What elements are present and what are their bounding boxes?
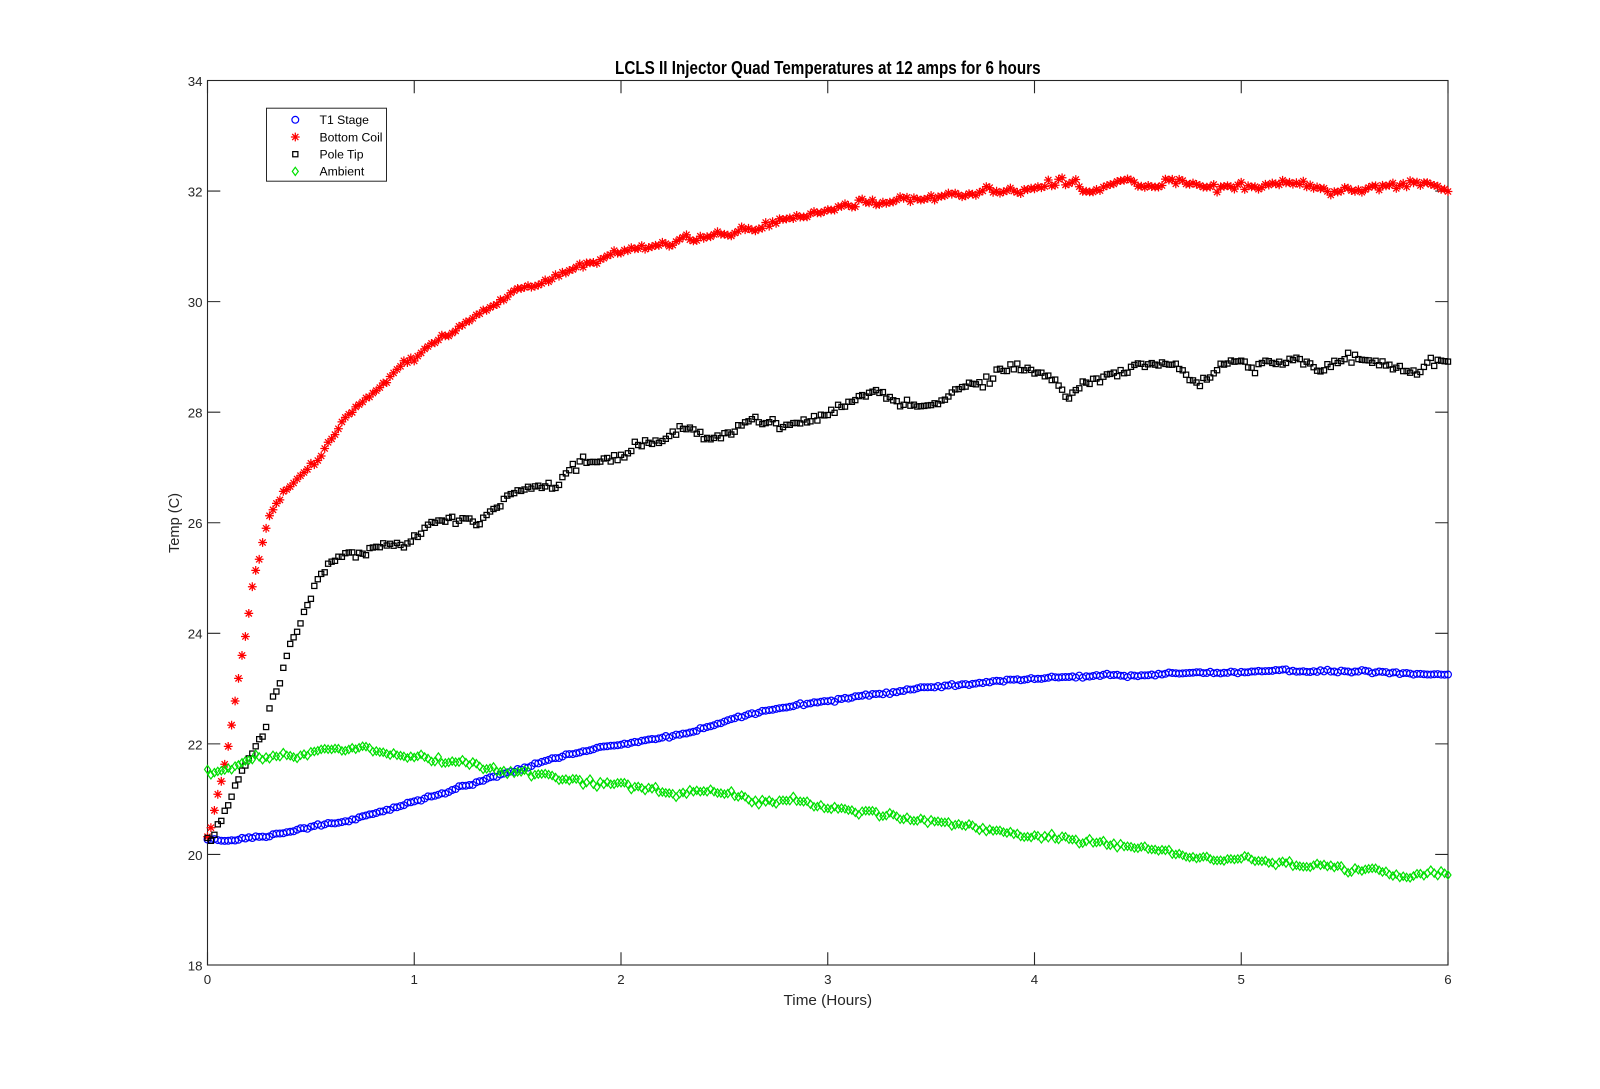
svg-text:22: 22 <box>188 737 203 752</box>
svg-text:28: 28 <box>188 406 203 421</box>
svg-text:Ambient: Ambient <box>320 165 365 179</box>
svg-text:LCLS II Injector Quad Temperat: LCLS II Injector Quad Temperatures at 12… <box>615 57 1041 78</box>
svg-text:5: 5 <box>1237 972 1244 987</box>
svg-text:Pole Tip: Pole Tip <box>320 148 364 162</box>
svg-text:Temp (C): Temp (C) <box>167 493 183 553</box>
svg-text:20: 20 <box>188 848 203 863</box>
svg-text:30: 30 <box>188 295 203 310</box>
svg-text:34: 34 <box>188 74 203 89</box>
svg-text:T1 Stage: T1 Stage <box>320 113 370 127</box>
svg-text:32: 32 <box>188 185 203 200</box>
svg-text:3: 3 <box>824 972 831 987</box>
svg-text:Time (Hours): Time (Hours) <box>784 993 873 1009</box>
svg-text:4: 4 <box>1031 972 1038 987</box>
svg-text:24: 24 <box>188 627 203 642</box>
svg-text:26: 26 <box>188 516 203 531</box>
svg-text:18: 18 <box>188 958 203 973</box>
svg-text:1: 1 <box>410 972 417 987</box>
svg-text:6: 6 <box>1444 972 1451 987</box>
svg-text:2: 2 <box>617 972 624 987</box>
svg-text:0: 0 <box>204 972 211 987</box>
svg-text:Bottom Coil: Bottom Coil <box>320 130 383 144</box>
